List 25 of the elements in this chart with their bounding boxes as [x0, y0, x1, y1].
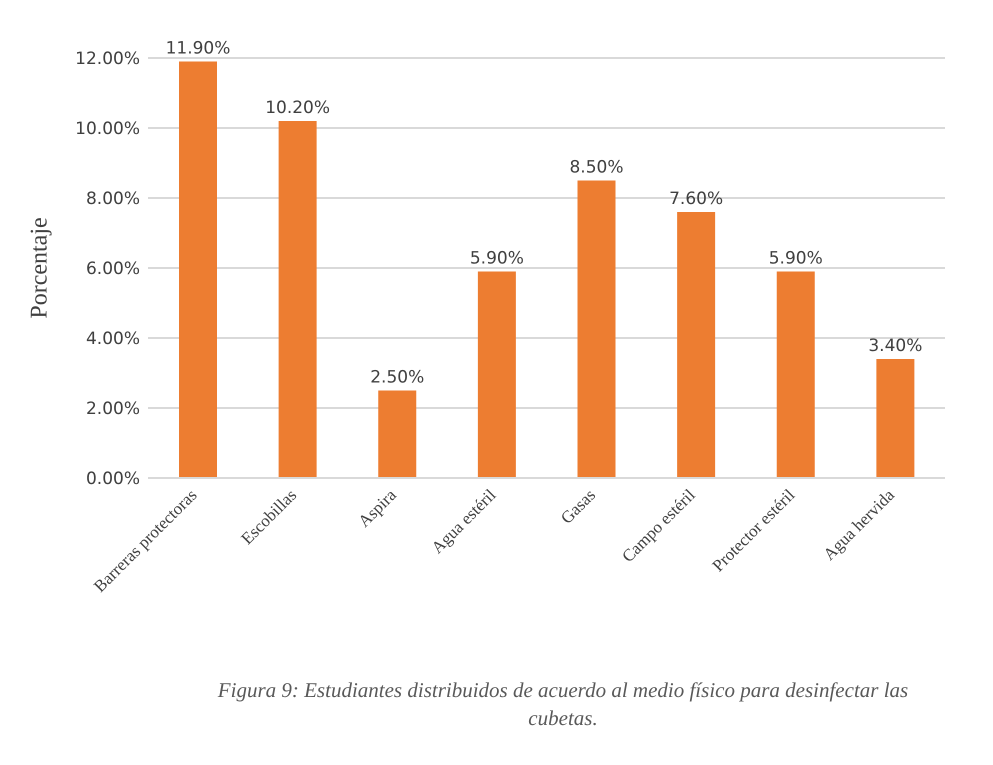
y-tick-label: 8.00%	[86, 189, 140, 210]
data-label: 5.90%	[470, 248, 524, 268]
y-axis-title: Porcentaje	[26, 217, 53, 319]
y-tick-label: 0.00%	[86, 469, 140, 490]
y-tick-label: 2.00%	[86, 399, 140, 420]
data-label: 3.40%	[868, 336, 922, 356]
data-label: 11.90%	[166, 38, 230, 58]
y-tick-label: 4.00%	[86, 329, 140, 350]
bar	[378, 390, 416, 478]
bar	[478, 272, 516, 478]
bar	[179, 62, 217, 478]
bar	[876, 359, 914, 478]
text: Figura 9: Estudiantes distribuidos de acuerdo al medio físico para desinfectar las cubetas.	[216, 677, 910, 732]
bar	[278, 121, 317, 478]
y-tick-label: 12.00%	[75, 49, 140, 70]
y-tick-label: 10.00%	[75, 119, 140, 140]
data-label: 2.50%	[370, 368, 424, 388]
bar	[776, 272, 815, 478]
bar	[578, 180, 616, 478]
data-label: 7.60%	[669, 189, 724, 209]
y-tick-label: 6.00%	[86, 259, 140, 280]
bar	[677, 212, 716, 478]
data-label: 10.20%	[265, 98, 330, 118]
data-label: 5.90%	[768, 248, 823, 268]
data-label: 8.50%	[569, 158, 624, 178]
